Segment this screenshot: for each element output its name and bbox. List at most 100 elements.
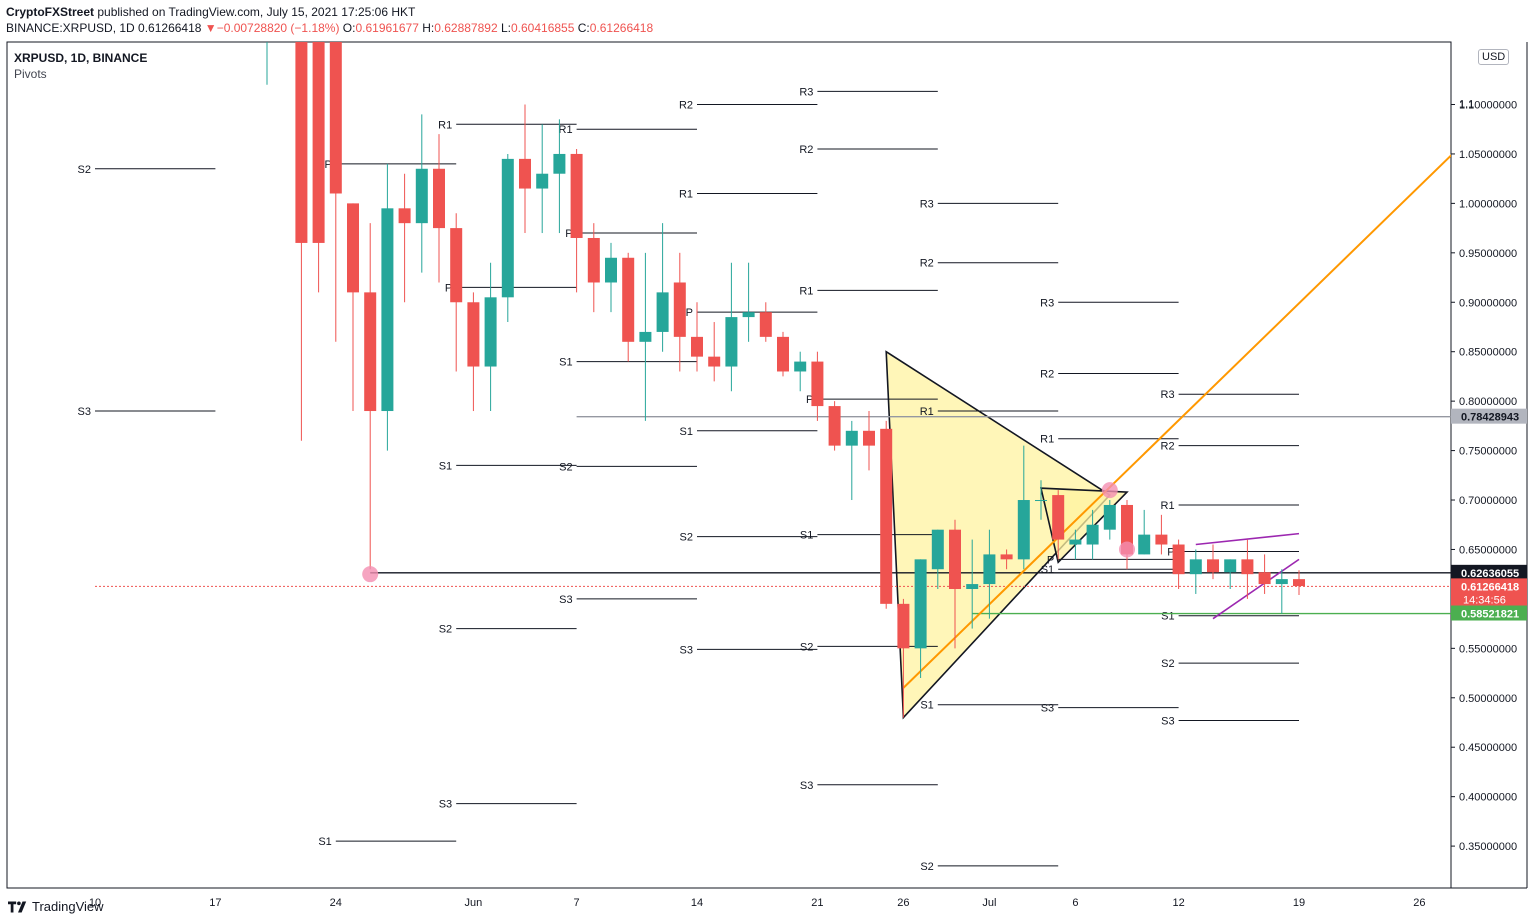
candle-body[interactable]: [381, 208, 394, 412]
candle-body[interactable]: [1052, 495, 1065, 540]
close-label: C:: [577, 21, 590, 35]
candle-body[interactable]: [536, 173, 549, 189]
candle-body[interactable]: [949, 529, 961, 590]
currency-badge[interactable]: USD: [1478, 49, 1510, 65]
trend-line[interactable]: [902, 119, 1488, 689]
pivot-label-s3: S3: [800, 780, 813, 792]
price-label-box[interactable]: [1451, 605, 1527, 621]
candle-body[interactable]: [398, 208, 411, 224]
plot-area[interactable]: S2S3PS1R1PS1S2S3R1PS1S2S3R2R1PS1S2S3R3R2…: [78, 0, 1489, 873]
publish-line: CryptoFXStreet published on TradingView.…: [6, 5, 415, 19]
candle-body[interactable]: [639, 331, 652, 342]
pivot-label-s1: S1: [1041, 564, 1054, 576]
candle-body[interactable]: [725, 317, 738, 367]
symbol-line: BINANCE:XRPUSD, 1D: [6, 21, 135, 35]
candle-body[interactable]: [914, 559, 927, 649]
candle-body[interactable]: [1275, 579, 1288, 585]
candle-body[interactable]: [570, 153, 583, 238]
pivot-label-r1: R1: [559, 124, 573, 136]
candle-body[interactable]: [312, 0, 325, 243]
x-tick-label: Jul: [982, 897, 996, 909]
candle-body[interactable]: [742, 312, 755, 318]
candle-body[interactable]: [863, 430, 875, 446]
candle-body[interactable]: [811, 361, 824, 407]
candle-body[interactable]: [691, 336, 703, 357]
highlight-marker[interactable]: [1119, 541, 1135, 558]
candle-body[interactable]: [656, 292, 669, 332]
pivot-label-r3: R3: [920, 198, 934, 210]
candle-body[interactable]: [880, 428, 893, 604]
candle-body[interactable]: [1189, 559, 1202, 575]
publisher-name[interactable]: CryptoFXStreet: [6, 5, 95, 19]
price-label-box[interactable]: [1451, 408, 1527, 424]
candle-body[interactable]: [415, 168, 428, 224]
footer-brand[interactable]: TradingView: [8, 899, 104, 914]
price-label-box[interactable]: [1451, 564, 1527, 580]
candle-body[interactable]: [897, 603, 910, 649]
candle-body[interactable]: [1293, 579, 1305, 587]
candle-body[interactable]: [450, 228, 463, 303]
candle-body[interactable]: [1035, 500, 1047, 502]
candle-body[interactable]: [673, 282, 686, 337]
y-tick-label: 0.70000000: [1459, 495, 1517, 507]
candle-body[interactable]: [519, 158, 531, 189]
pivot-label-s2: S2: [78, 164, 91, 176]
last-price: 0.61266418: [138, 21, 202, 35]
candle-body[interactable]: [708, 356, 721, 367]
ohlc-line: BINANCE:XRPUSD, 1D 0.61266418 ▼−0.007288…: [6, 21, 653, 35]
candle-body[interactable]: [553, 153, 566, 174]
candle-body[interactable]: [467, 302, 480, 367]
candle-body[interactable]: [983, 554, 996, 585]
highlight-marker[interactable]: [362, 566, 379, 583]
candle-body[interactable]: [1017, 500, 1030, 560]
candle-body[interactable]: [433, 168, 445, 229]
candle-body[interactable]: [1103, 504, 1116, 530]
pivot-label-p: P: [324, 159, 331, 171]
candle-body[interactable]: [1207, 559, 1219, 573]
wedge-upper-line[interactable]: [1195, 532, 1300, 546]
candle-body[interactable]: [501, 158, 514, 298]
candle-body[interactable]: [347, 203, 359, 293]
candle-body[interactable]: [484, 297, 497, 367]
candle-body[interactable]: [295, 0, 308, 243]
candle-body[interactable]: [1258, 572, 1271, 585]
candle-body[interactable]: [1086, 524, 1099, 545]
candle-body[interactable]: [261, 25, 273, 35]
candle-body[interactable]: [605, 257, 617, 283]
candle-body[interactable]: [966, 584, 979, 590]
pivot-label-s2: S2: [1161, 658, 1174, 670]
candle-body[interactable]: [1155, 534, 1168, 545]
candle-body[interactable]: [622, 257, 635, 342]
candle-body[interactable]: [364, 292, 377, 412]
price-label-box[interactable]: [1451, 578, 1527, 607]
candle-body[interactable]: [1241, 559, 1254, 575]
candle-body[interactable]: [587, 237, 600, 283]
candle-body[interactable]: [828, 406, 841, 446]
candle-body[interactable]: [1069, 539, 1082, 545]
highlight-marker[interactable]: [1101, 482, 1118, 499]
down-arrow-icon: ▼: [204, 21, 217, 35]
candle-body[interactable]: [1138, 534, 1151, 555]
candle-body[interactable]: [759, 312, 772, 337]
indicator-label[interactable]: Pivots: [14, 67, 47, 81]
footer-brand-label: TradingView: [32, 899, 104, 914]
pivot-label-r2: R2: [799, 144, 813, 156]
candle-body[interactable]: [931, 529, 944, 570]
y-tick-label: 1.10000000: [1459, 100, 1517, 112]
pivot-label-r1: R1: [438, 119, 452, 131]
pivot-label-s1: S1: [559, 357, 572, 369]
pivot-label-s3: S3: [1161, 716, 1174, 728]
candle-body[interactable]: [329, 6, 342, 194]
pivot-label-s2: S2: [439, 624, 452, 636]
y-tick-label: 0.40000000: [1459, 792, 1517, 804]
wedge-lower-line[interactable]: [1212, 558, 1300, 620]
candle-body[interactable]: [1224, 559, 1237, 573]
candle-body[interactable]: [845, 430, 858, 446]
candle-body[interactable]: [1000, 554, 1013, 560]
low-label: L:: [500, 21, 511, 35]
candle-body[interactable]: [794, 361, 807, 372]
y-tick-label: 0.95000000: [1459, 248, 1517, 260]
candle-body[interactable]: [1172, 544, 1185, 575]
candle-body[interactable]: [777, 336, 789, 372]
